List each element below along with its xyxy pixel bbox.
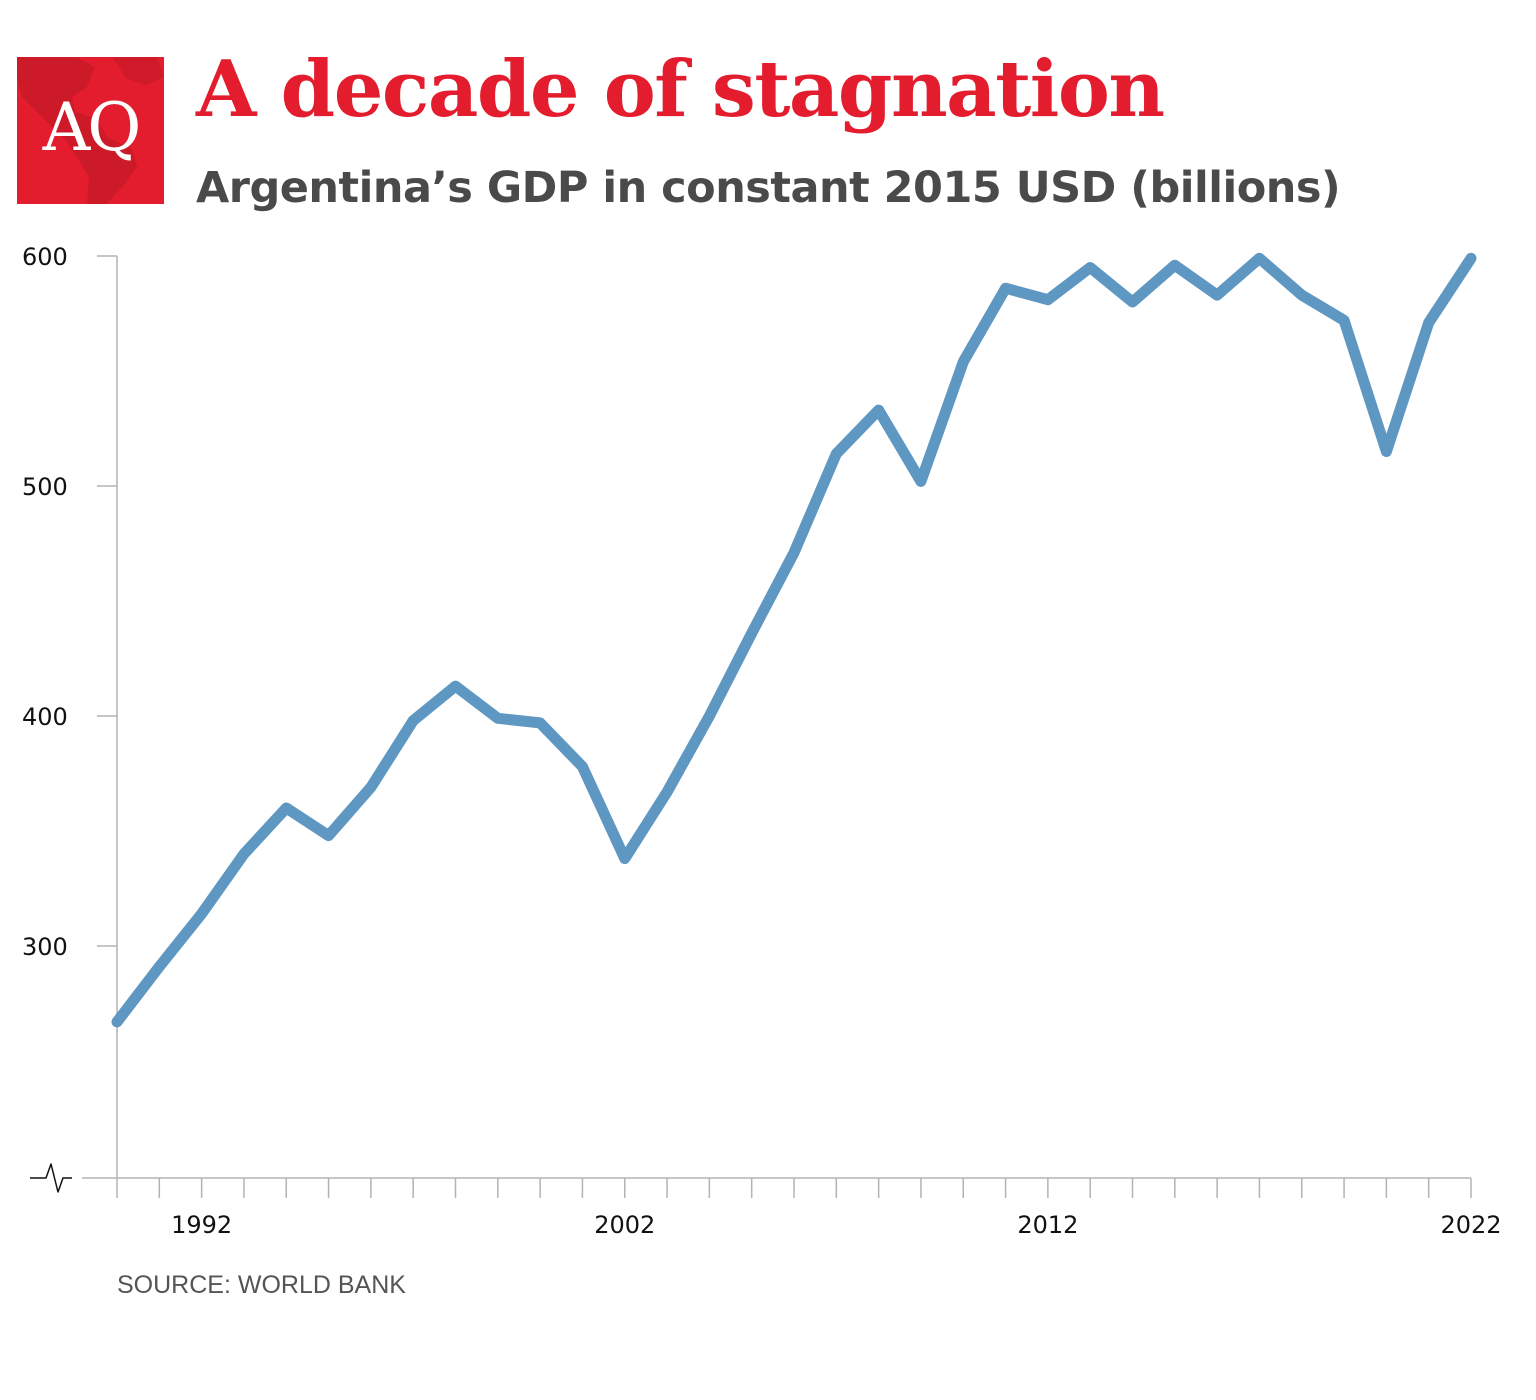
x-tick-label-2022: 2022: [1440, 1211, 1501, 1239]
y-tick-label-600: 600: [22, 243, 68, 271]
chart-subtitle: Argentina’s GDP in constant 2015 USD (bi…: [196, 163, 1341, 213]
axis-break-symbol: [30, 1163, 72, 1193]
y-tick-label-400: 400: [22, 703, 68, 731]
x-axis: 1992 2002 2012 2022: [30, 1163, 1502, 1239]
americas-map-graphic: [17, 57, 164, 204]
chart-title: A decade of stagnation: [196, 44, 1165, 135]
x-tick-label-2012: 2012: [1017, 1211, 1078, 1239]
logo-text: AQ: [42, 89, 142, 166]
y-tick-label-300: 300: [22, 933, 68, 961]
y-axis: 300 400 500 600: [22, 243, 118, 1178]
source-note: SOURCE: WORLD BANK: [117, 1271, 406, 1299]
x-tick-label-2002: 2002: [594, 1211, 655, 1239]
x-tick-label-1992: 1992: [171, 1211, 232, 1239]
y-tick-label-500: 500: [22, 473, 68, 501]
series-line-gdp: [111, 252, 1477, 1028]
series-group: [111, 252, 1477, 1028]
aq-logo: AQ: [17, 57, 164, 204]
